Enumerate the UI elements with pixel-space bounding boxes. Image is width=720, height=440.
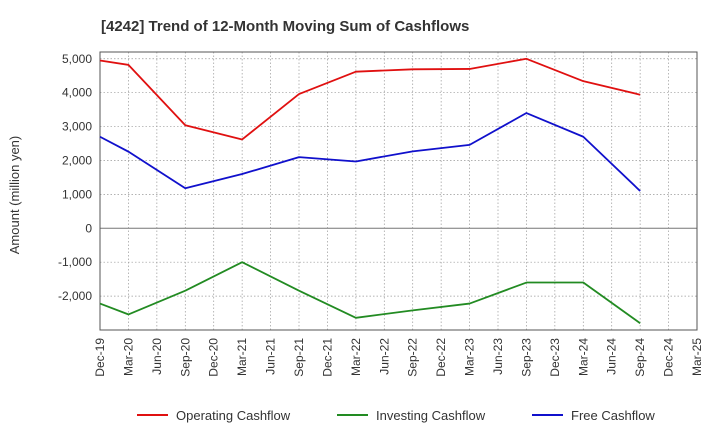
x-tick-label: Jun-22 bbox=[377, 338, 391, 375]
x-tick-label: Dec-22 bbox=[434, 338, 448, 377]
x-tick-label: Mar-23 bbox=[463, 338, 477, 376]
x-tick-label: Dec-19 bbox=[93, 338, 107, 377]
chart-title: [4242] Trend of 12-Month Moving Sum of C… bbox=[101, 18, 469, 35]
x-tick-label: Jun-23 bbox=[491, 338, 505, 375]
x-tick-label: Jun-20 bbox=[150, 338, 164, 375]
x-tick-label: Mar-25 bbox=[690, 338, 704, 376]
legend-label: Investing Cashflow bbox=[376, 408, 486, 423]
x-tick-label: Sep-22 bbox=[406, 338, 420, 377]
series-line-2 bbox=[99, 112, 641, 192]
x-tick-label: Sep-20 bbox=[178, 338, 192, 377]
legend: Operating Cashflow Investing Cashflow Free… bbox=[137, 408, 655, 423]
y-tick-label: 2,000 bbox=[62, 153, 92, 167]
x-tick-label: Jun-24 bbox=[605, 338, 619, 375]
plot-border bbox=[99, 51, 698, 331]
y-tick-label: 3,000 bbox=[62, 120, 92, 134]
y-axis-label: Amount (million yen) bbox=[7, 136, 22, 255]
plot-area: 5,000 4,000 3,000 2,000 1,000 0 -1,000 -2,000 De… bbox=[58, 51, 704, 377]
legend-label: Operating Cashflow bbox=[176, 408, 291, 423]
x-tick-label: Dec-24 bbox=[662, 338, 676, 377]
y-tick-label: 5,000 bbox=[62, 52, 92, 66]
x-tick-label: Mar-20 bbox=[121, 338, 135, 376]
y-tick-label: -1,000 bbox=[58, 255, 92, 269]
x-tick-label: Sep-23 bbox=[519, 338, 533, 377]
x-tick-label: Jun-21 bbox=[264, 338, 278, 375]
y-tick-label: 1,000 bbox=[62, 187, 92, 201]
x-tick-label: Sep-24 bbox=[633, 338, 647, 377]
x-tick-label: Mar-22 bbox=[349, 338, 363, 376]
x-tick-label: Mar-21 bbox=[235, 338, 249, 376]
y-tick-label: -2,000 bbox=[58, 289, 92, 303]
x-tick-label: Dec-21 bbox=[320, 338, 334, 377]
legend-label: Free Cashflow bbox=[571, 408, 655, 423]
x-tick-label: Sep-21 bbox=[292, 338, 306, 377]
x-tick-label: Dec-20 bbox=[207, 338, 221, 377]
x-tick-label: Mar-24 bbox=[576, 338, 590, 376]
x-tick-label: Dec-23 bbox=[548, 338, 562, 377]
y-tick-label: 0 bbox=[85, 221, 92, 235]
series-line-1 bbox=[99, 261, 641, 324]
y-tick-label: 4,000 bbox=[62, 86, 92, 100]
